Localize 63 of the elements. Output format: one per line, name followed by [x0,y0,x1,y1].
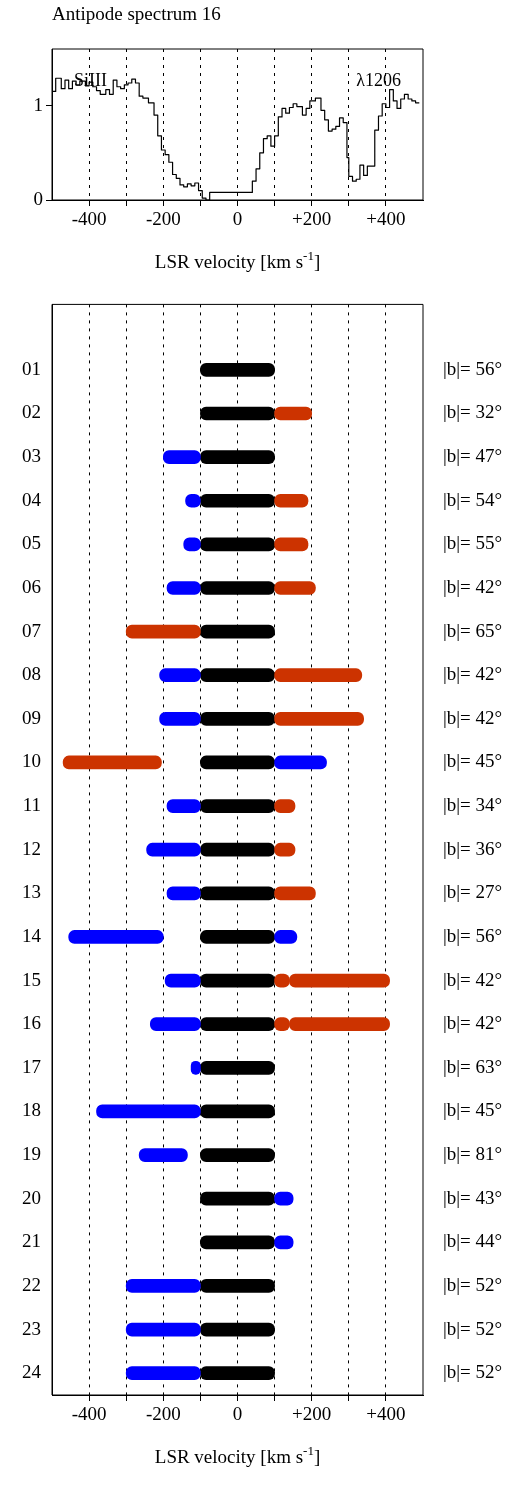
annotation: λ1206 [356,69,401,90]
annotation: SiIII [74,69,107,90]
y-tick-label: 23 [22,1317,41,1339]
y-tick-label: 03 [22,445,41,467]
text: |b|= 36° [443,837,503,859]
x-tick-label: -200 [145,208,181,230]
y-tick-label: 19 [22,1143,41,1165]
x-tick-label: -400 [71,208,107,230]
y-tick-label: 22 [22,1273,41,1295]
x-tick-label: +200 [292,1403,332,1425]
text: |b|= 52° [443,1317,503,1339]
x-tick-label: +400 [366,208,406,230]
text: |b|= 45° [443,1099,503,1121]
text: |b|= 44° [443,1230,503,1252]
y-tick-label: 01 [22,357,41,379]
y-tick-label: 09 [22,706,41,728]
y-tick-label: 15 [22,968,41,990]
text: |b|= 54° [443,488,503,510]
text: |b|= 56° [443,924,503,946]
y-tick-label: 07 [22,619,41,641]
x-tick-label: 0 [232,208,243,230]
x-tick-label: 0 [232,1403,243,1425]
text: |b|= 27° [443,881,503,903]
text: |b|= 32° [443,401,503,423]
x-tick-label: +200 [292,208,332,230]
x-tick-label: -400 [71,1403,107,1425]
y-tick-label: 17 [22,1055,41,1077]
y-tick-label: 20 [22,1186,41,1208]
text: |b|= 52° [443,1273,503,1295]
text: |b|= 56° [443,357,503,379]
text: |b|= 42° [443,663,503,685]
text: |b|= 42° [443,968,503,990]
text: |b|= 45° [443,750,503,772]
y-tick-label: 10 [22,750,41,772]
text: |b|= 65° [443,619,503,641]
y-tick-label: 16 [22,1012,41,1034]
y-tick-label: 06 [22,575,41,597]
y-tick-label: 18 [22,1099,41,1121]
y-tick-label: 21 [22,1230,41,1252]
text: |b|= 55° [443,532,503,554]
text: |b|= 34° [443,794,503,816]
y-tick-label: 0 [33,187,43,209]
text: |b|= 47° [443,445,503,467]
x-tick-label: +400 [366,1403,406,1425]
y-tick-label: 24 [22,1361,42,1383]
y-tick-label: 04 [22,488,42,510]
y-tick-label: 02 [22,401,41,423]
x-tick-label: -200 [145,1403,181,1425]
text: |b|= 52° [443,1361,503,1383]
chart-title: Antipode spectrum 16 [52,3,221,24]
y-tick-label: 05 [22,532,41,554]
y-tick-label: 11 [22,794,41,816]
text: |b|= 42° [443,1012,503,1034]
text: |b|= 42° [443,706,503,728]
y-tick-label: 12 [22,837,41,859]
text: |b|= 42° [443,575,503,597]
y-tick-label: 14 [22,924,42,946]
text: |b|= 43° [443,1186,503,1208]
y-tick-label: 13 [22,881,41,903]
y-tick-label: 08 [22,663,41,685]
text: |b|= 81° [443,1143,503,1165]
text: |b|= 63° [443,1055,503,1077]
y-tick-label: 1 [33,93,43,115]
